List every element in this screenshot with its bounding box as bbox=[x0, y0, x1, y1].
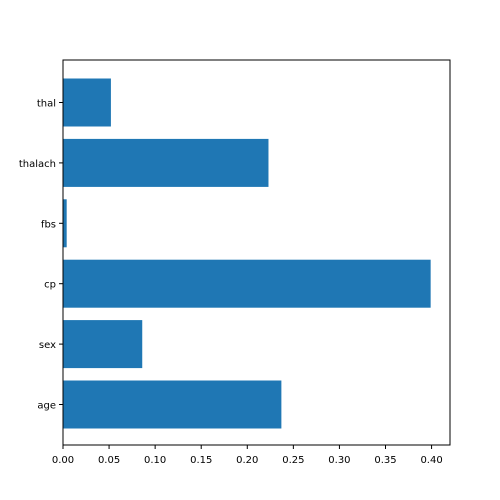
bar-sex bbox=[63, 320, 143, 369]
x-tick-label-0: 0.00 bbox=[52, 455, 74, 466]
bar-thalach bbox=[63, 138, 269, 187]
y-tick-label-fbs: fbs bbox=[41, 219, 56, 230]
y-tick-label-sex: sex bbox=[39, 340, 56, 351]
x-tick-label-1: 0.05 bbox=[98, 455, 120, 466]
bar-age bbox=[63, 380, 282, 429]
x-axis: 0.00 0.05 0.10 0.15 0.20 0.25 0.30 0.35 0.40 bbox=[52, 445, 443, 466]
x-tick-label-8: 0.40 bbox=[420, 455, 442, 466]
x-tick-label-6: 0.30 bbox=[328, 455, 350, 466]
plot-frame bbox=[62, 59, 451, 446]
y-axis: age sex cp fbs thalach thal bbox=[19, 99, 63, 412]
x-tick-label-7: 0.35 bbox=[374, 455, 396, 466]
x-tick-label-2: 0.10 bbox=[144, 455, 166, 466]
x-tick-label-5: 0.25 bbox=[282, 455, 304, 466]
y-tick-label-cp: cp bbox=[44, 280, 56, 291]
y-tick-label-thal: thal bbox=[37, 99, 56, 110]
x-tick-label-3: 0.15 bbox=[190, 455, 212, 466]
y-tick-label-age: age bbox=[37, 401, 56, 412]
bar-cp bbox=[63, 259, 431, 308]
bars-layer bbox=[63, 78, 431, 429]
bar-fbs bbox=[63, 199, 67, 248]
y-tick-label-thalach: thalach bbox=[19, 159, 56, 170]
bar-thal bbox=[63, 78, 111, 127]
x-tick-label-4: 0.20 bbox=[236, 455, 258, 466]
